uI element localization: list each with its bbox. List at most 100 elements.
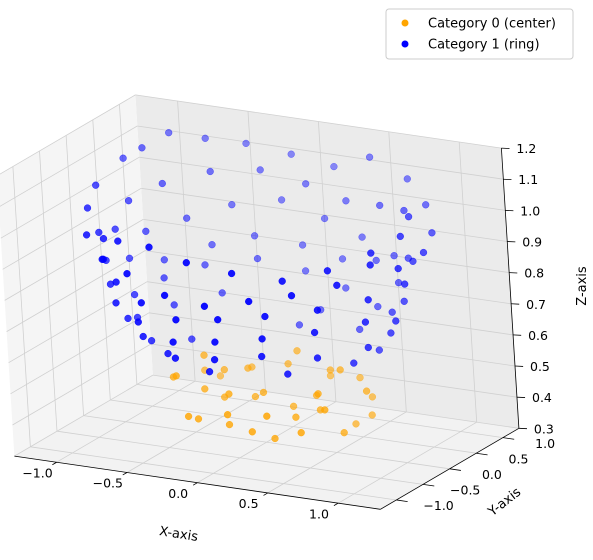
point-category-1 — [112, 299, 120, 307]
point-category-1 — [123, 270, 131, 278]
grid-lines — [0, 94, 519, 504]
grid-line-y — [110, 399, 477, 454]
point-category-0 — [271, 434, 279, 443]
grid-line-z — [152, 374, 519, 429]
point-category-1 — [310, 328, 319, 337]
point-category-1 — [130, 290, 139, 299]
point-category-1 — [400, 206, 408, 215]
point-category-1 — [182, 259, 190, 267]
z-axis-line — [501, 148, 520, 429]
point-category-0 — [251, 392, 260, 401]
point-category-1 — [364, 296, 372, 304]
axis-panes — [0, 94, 519, 510]
point-category-1 — [392, 317, 400, 325]
point-category-0 — [314, 390, 322, 398]
point-category-1 — [111, 225, 119, 233]
grid-line-y — [30, 446, 397, 501]
point-category-1 — [298, 241, 307, 249]
point-category-0 — [220, 366, 228, 374]
z-tick-label: 0.6 — [528, 328, 548, 343]
point-category-1 — [330, 162, 338, 171]
grid-line-x — [177, 100, 196, 382]
point-category-1 — [210, 356, 219, 364]
point-category-1 — [396, 232, 404, 241]
grid-line-z — [0, 94, 136, 175]
grid-line-y — [39, 150, 58, 432]
x-tick-mark — [333, 502, 339, 506]
point-category-1 — [228, 201, 236, 209]
point-category-1 — [172, 316, 180, 324]
point-category-1 — [245, 297, 253, 306]
y-tick-label: 0.0 — [482, 467, 502, 482]
grid-line-y — [119, 104, 138, 385]
grid-line-z — [150, 343, 518, 398]
x-tick-label: 0.0 — [168, 486, 188, 501]
point-category-1 — [313, 354, 322, 362]
grid-line-x — [458, 141, 478, 423]
point-category-1 — [394, 279, 403, 287]
y-tick-mark — [422, 483, 435, 487]
point-category-1 — [82, 231, 91, 239]
point-category-0 — [326, 366, 334, 374]
grid-line-z — [2, 187, 142, 270]
grid-line-z — [8, 281, 148, 364]
axis-ticks: −1.0−0.50.00.51.0−1.0−0.50.00.51.00.30.4… — [22, 141, 555, 521]
grid-line-z — [148, 312, 516, 367]
point-category-1 — [160, 274, 168, 282]
grid-line-z — [14, 374, 154, 457]
point-category-1 — [125, 254, 134, 262]
point-category-1 — [323, 267, 332, 275]
point-category-1 — [201, 261, 209, 269]
legend-label-category-1: Category 1 (ring) — [428, 38, 540, 53]
point-category-1 — [142, 227, 150, 235]
y-tick-mark — [396, 499, 408, 502]
point-category-1 — [200, 302, 209, 310]
x-tick-label: −1.0 — [22, 466, 52, 481]
point-category-1 — [165, 129, 173, 137]
point-category-1 — [138, 144, 146, 152]
grid-line-z — [145, 250, 512, 305]
point-category-1 — [375, 346, 383, 354]
point-category-1 — [124, 197, 133, 205]
y-tick-label: −1.0 — [423, 498, 453, 513]
data-points — [82, 129, 436, 443]
point-category-1 — [145, 243, 153, 251]
grid-line-z — [143, 219, 510, 273]
point-category-1 — [376, 201, 384, 210]
point-category-1 — [261, 312, 269, 321]
point-category-1 — [387, 329, 395, 337]
grid-line-z — [137, 125, 504, 180]
point-category-1 — [258, 352, 266, 361]
point-category-0 — [244, 364, 252, 372]
grid-line-z — [12, 343, 152, 426]
z-tick-label: 0.8 — [524, 266, 544, 281]
point-category-1 — [160, 291, 169, 300]
point-category-1 — [367, 249, 375, 257]
y-tick-label: −0.5 — [450, 483, 480, 498]
grid-line-z — [0, 156, 140, 239]
point-category-1 — [99, 234, 108, 243]
point-category-1 — [211, 338, 219, 346]
point-category-0 — [292, 413, 300, 421]
point-category-1 — [158, 179, 166, 188]
point-category-0 — [293, 347, 301, 355]
point-category-1 — [214, 316, 222, 324]
x-axis-label: X-axis — [158, 524, 199, 545]
point-category-1 — [160, 256, 168, 264]
point-category-1 — [302, 180, 310, 188]
point-category-0 — [289, 402, 298, 410]
point-category-1 — [342, 197, 350, 205]
x-tick-mark — [263, 492, 268, 496]
point-category-0 — [297, 429, 305, 437]
point-category-0 — [368, 411, 376, 419]
point-category-1 — [358, 233, 366, 241]
point-category-1 — [256, 166, 264, 174]
grid-line-z — [6, 250, 146, 332]
x-tick-label: −0.5 — [93, 476, 123, 491]
grid-line-z — [135, 94, 502, 149]
y-tick-label: 1.0 — [535, 436, 555, 451]
point-category-1 — [287, 150, 295, 158]
z-tick-label: 0.4 — [532, 390, 552, 405]
point-category-1 — [390, 252, 398, 260]
z-axis-label: Z-axis — [575, 266, 590, 306]
